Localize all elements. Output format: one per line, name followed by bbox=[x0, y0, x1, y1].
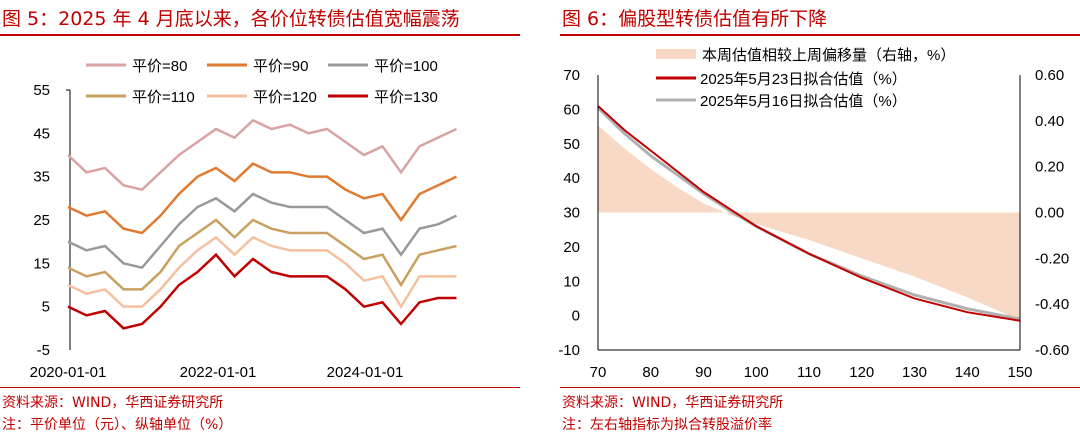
legend-label: 平价=80 bbox=[132, 58, 187, 75]
left-source: 资料来源：WIND，华西证券研究所 bbox=[2, 395, 224, 411]
y2-tick-label: -0.40 bbox=[1035, 296, 1069, 313]
y-tick-label: 50 bbox=[563, 136, 580, 153]
left-chart-title: 图 5：2025 年 4 月底以来，各价位转债估值宽幅震荡 bbox=[2, 8, 460, 30]
x-tick-label: 2024-01-01 bbox=[327, 364, 404, 381]
y2-tick-label: 0.20 bbox=[1035, 159, 1064, 176]
y-tick-label: 15 bbox=[33, 255, 50, 272]
x-tick-label: 100 bbox=[744, 364, 769, 381]
right-note: 注：左右轴指标为拟合转股溢价率 bbox=[562, 417, 772, 433]
x-tick-label: 120 bbox=[849, 364, 874, 381]
shift-area bbox=[598, 125, 1020, 321]
right-bottom-rule bbox=[560, 387, 1080, 388]
right-title-rule bbox=[560, 34, 1080, 36]
y-tick-label: -5 bbox=[37, 342, 50, 359]
legend-label: 平价=110 bbox=[132, 89, 195, 106]
x-tick-label: 150 bbox=[1007, 364, 1032, 381]
y-tick-label: 60 bbox=[563, 101, 580, 118]
x-tick-label: 70 bbox=[590, 364, 607, 381]
y2-tick-label: -0.20 bbox=[1035, 250, 1069, 267]
left-bottom-rule bbox=[0, 387, 520, 388]
y2-tick-label: 0.60 bbox=[1035, 67, 1064, 84]
y-tick-label: 70 bbox=[563, 67, 580, 84]
y-tick-label: 10 bbox=[563, 273, 580, 290]
y2-tick-label: -0.60 bbox=[1035, 342, 1069, 359]
series-line-平价=130 bbox=[67, 252, 457, 330]
y-tick-label: -10 bbox=[558, 342, 580, 359]
legend-label: 平价=100 bbox=[374, 58, 438, 75]
y-tick-label: 5 bbox=[42, 299, 50, 316]
x-tick-label: 90 bbox=[695, 364, 712, 381]
series-line bbox=[597, 105, 1021, 322]
series-line-平价=90 bbox=[67, 162, 458, 235]
x-tick-label: 80 bbox=[642, 364, 659, 381]
x-tick-label: 110 bbox=[797, 364, 821, 381]
left-title-rule bbox=[0, 34, 520, 36]
x-tick-label: 130 bbox=[902, 364, 927, 381]
legend-label: 2025年5月23日拟合估值（%） bbox=[700, 71, 907, 88]
series-line-平价=100 bbox=[67, 192, 458, 270]
right-chart-title: 图 6：偏股型转债估值有所下降 bbox=[562, 8, 828, 30]
x-tick-label: 2022-01-01 bbox=[180, 364, 257, 381]
series-line-平价=120 bbox=[67, 235, 457, 310]
y-tick-label: 30 bbox=[563, 205, 580, 222]
x-tick-label: 140 bbox=[955, 364, 980, 381]
legend-label: 平价=120 bbox=[253, 89, 317, 106]
y-tick-label: 0 bbox=[572, 308, 580, 325]
y-tick-label: 25 bbox=[33, 212, 50, 229]
y-tick-label: 45 bbox=[33, 125, 50, 142]
x-tick-label: 2020-01-01 bbox=[30, 364, 107, 381]
y-tick-label: 55 bbox=[33, 82, 50, 99]
legend-label: 平价=130 bbox=[374, 89, 438, 106]
series-line-平价=110 bbox=[67, 218, 457, 291]
y-tick-label: 35 bbox=[33, 169, 50, 186]
right-source: 资料来源：WIND，华西证券研究所 bbox=[562, 395, 784, 411]
legend-label: 本周估值相较上周偏移量（右轴，%） bbox=[702, 46, 955, 64]
legend-label: 2025年5月16日拟合估值（%） bbox=[700, 93, 907, 110]
y2-tick-label: 0.40 bbox=[1035, 113, 1064, 130]
legend-label: 平价=90 bbox=[253, 58, 308, 75]
legend-swatch bbox=[656, 49, 696, 59]
y-tick-label: 40 bbox=[563, 170, 580, 187]
y-tick-label: 20 bbox=[563, 239, 580, 256]
y2-tick-label: 0.00 bbox=[1035, 205, 1064, 222]
series-line-平价=80 bbox=[67, 118, 458, 192]
left-note: 注：平价单位（元）、纵轴单位（%） bbox=[2, 417, 233, 433]
